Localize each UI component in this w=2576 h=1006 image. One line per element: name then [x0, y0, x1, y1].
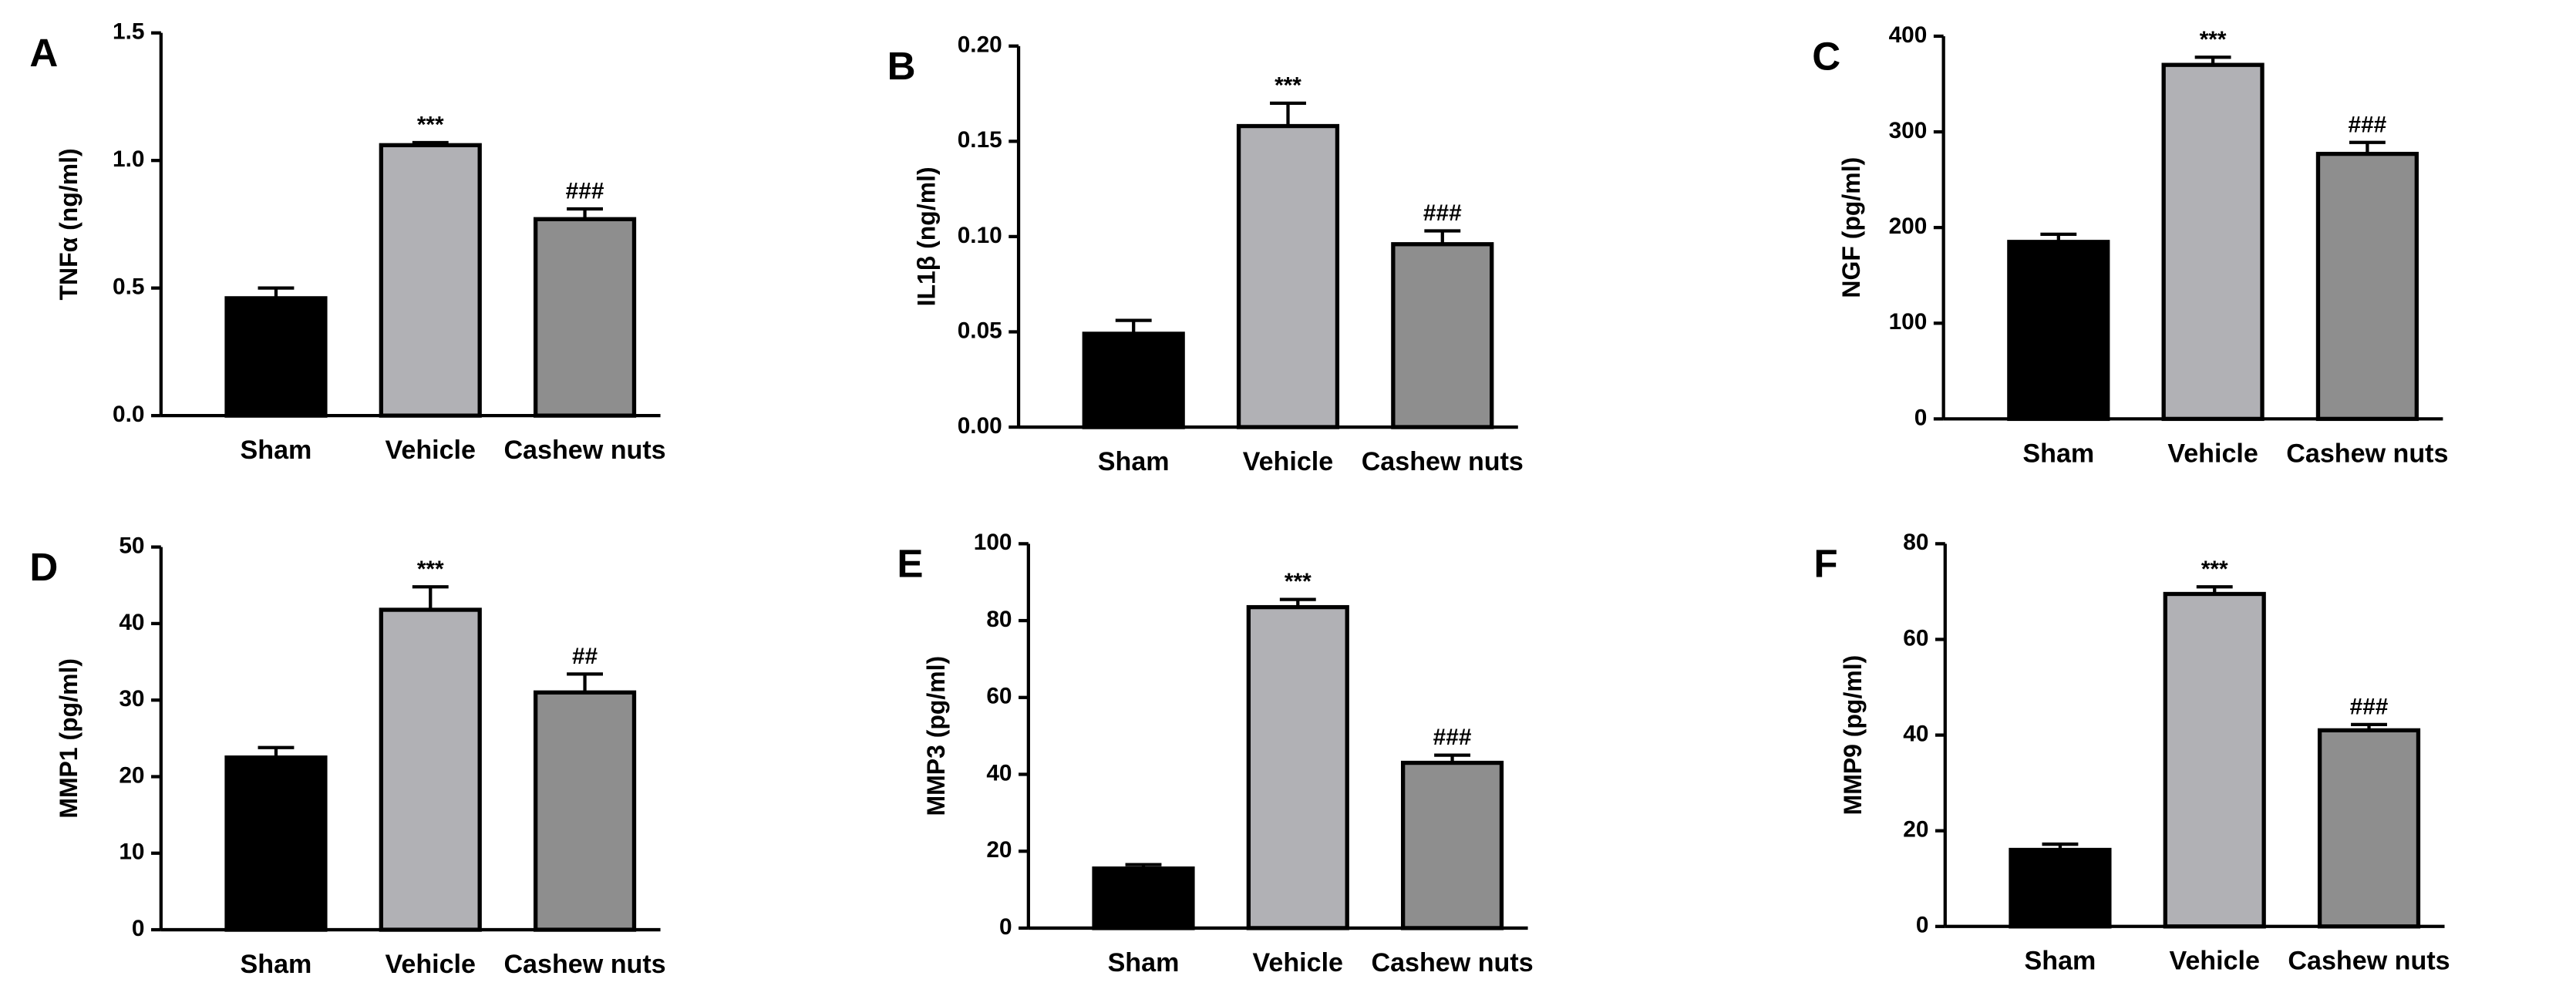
x-tick-label: Sham: [2022, 439, 2094, 468]
y-tick-label: 1.5: [113, 19, 144, 45]
y-tick-label: 40: [119, 610, 144, 635]
significance-label: ***: [2201, 557, 2228, 582]
y-tick-label: 10: [119, 839, 144, 865]
x-tick-label: Cashew nuts: [2288, 947, 2450, 976]
y-tick-label: 0.5: [113, 274, 144, 300]
y-tick-label: 1.0: [113, 146, 144, 172]
x-tick-label: Sham: [241, 950, 312, 979]
bar: [533, 690, 637, 932]
x-tick-label: Vehicle: [1253, 948, 1343, 977]
y-tick-label: 20: [986, 837, 1012, 863]
y-tick-label: 60: [1903, 625, 1928, 651]
significance-label: ***: [417, 113, 444, 138]
x-tick-label: Cashew nuts: [2286, 439, 2448, 468]
y-tick-label: 40: [986, 760, 1012, 786]
bar: [1391, 242, 1494, 429]
y-axis-label: TNFα (ng/ml): [55, 148, 82, 300]
y-axis-label: MMP3 (pg/ml): [922, 656, 950, 816]
x-tick-label: Sham: [1098, 447, 1170, 476]
y-tick-label: 0.20: [958, 32, 1002, 58]
y-axis-label: MMP1 (pg/ml): [55, 658, 82, 819]
y-tick-label: 100: [974, 530, 1012, 555]
x-tick-label: Vehicle: [386, 436, 476, 465]
significance-label: ***: [2200, 27, 2227, 52]
y-tick-label: 400: [1889, 22, 1928, 48]
x-tick-label: Cashew nuts: [503, 950, 665, 979]
x-tick-label: Vehicle: [1243, 447, 1333, 476]
bar: [2315, 151, 2419, 422]
significance-label: ***: [417, 557, 444, 582]
panel-label: A: [29, 31, 58, 75]
x-tick-label: Cashew nuts: [1371, 948, 1533, 977]
y-axis-label: MMP9 (pg/ml): [1839, 655, 1867, 816]
y-tick-label: 0.15: [958, 127, 1002, 153]
bar: [1092, 866, 1195, 930]
x-tick-label: Sham: [1108, 948, 1180, 977]
y-tick-label: 0.05: [958, 318, 1002, 343]
y-axis-label: NGF (pg/ml): [1837, 157, 1865, 298]
y-tick-label: 40: [1903, 721, 1928, 746]
y-tick-label: 80: [1903, 530, 1928, 555]
bar: [379, 143, 482, 418]
y-tick-label: 0.10: [958, 223, 1002, 248]
x-tick-label: Sham: [2025, 947, 2096, 976]
y-tick-label: 0: [132, 916, 145, 941]
significance-label: ###: [1433, 725, 1472, 750]
y-tick-label: 0: [999, 914, 1012, 940]
bar: [1400, 760, 1504, 930]
panel-label: D: [29, 545, 58, 589]
x-tick-label: Cashew nuts: [503, 436, 665, 465]
bar: [2009, 847, 2112, 929]
y-tick-label: 300: [1889, 118, 1928, 143]
x-tick-label: Cashew nuts: [1362, 447, 1524, 476]
y-tick-label: 0: [1914, 405, 1928, 430]
y-tick-label: 20: [1903, 817, 1928, 843]
panel-label: C: [1812, 34, 1840, 78]
significance-label: ###: [566, 179, 604, 204]
y-tick-label: 100: [1889, 309, 1928, 335]
bar: [533, 217, 637, 418]
y-tick-label: 200: [1889, 214, 1928, 239]
x-tick-label: Vehicle: [2167, 439, 2258, 468]
y-tick-label: 0: [1916, 913, 1929, 938]
panel-label: E: [897, 542, 923, 586]
bar: [2161, 62, 2265, 422]
bar: [1236, 123, 1340, 429]
panel-label: B: [887, 44, 916, 88]
bar: [224, 296, 328, 418]
significance-label: ###: [1423, 200, 1462, 226]
bar: [379, 607, 482, 932]
bar: [1082, 331, 1185, 429]
bar: [2007, 240, 2110, 422]
x-tick-label: Vehicle: [2170, 947, 2260, 976]
y-tick-label: 80: [986, 607, 1012, 632]
significance-label: ***: [1275, 72, 1301, 98]
x-tick-label: Sham: [241, 436, 312, 465]
y-tick-label: 20: [119, 762, 144, 788]
x-tick-label: Vehicle: [386, 950, 476, 979]
bar: [1246, 604, 1349, 930]
bar: [224, 755, 328, 932]
y-axis-label: IL1β (ng/ml): [912, 167, 940, 306]
y-tick-label: 60: [986, 684, 1012, 709]
panel-label: F: [1813, 542, 1837, 586]
y-tick-label: 50: [119, 533, 144, 558]
y-tick-label: 30: [119, 686, 144, 712]
significance-label: ***: [1285, 569, 1312, 594]
y-tick-label: 0.00: [958, 413, 1002, 439]
y-tick-label: 0.0: [113, 402, 144, 427]
bar: [2163, 591, 2266, 929]
significance-label: ###: [2350, 694, 2389, 719]
bar: [2317, 728, 2421, 929]
significance-label: ##: [572, 644, 598, 669]
significance-label: ###: [2349, 112, 2387, 137]
